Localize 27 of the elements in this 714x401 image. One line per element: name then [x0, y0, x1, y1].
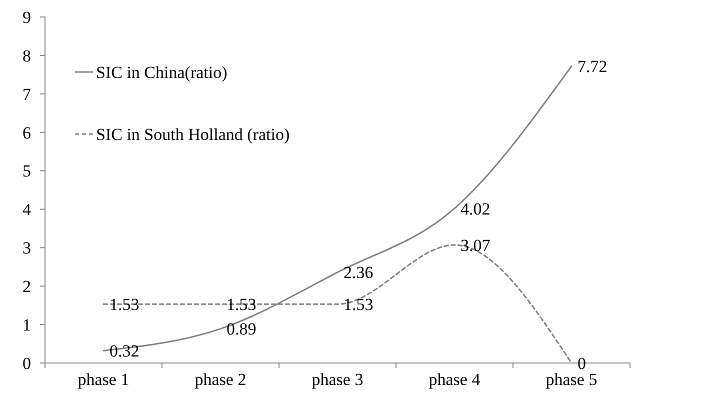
data-label: 1.53: [110, 295, 140, 314]
y-tick-label: 7: [22, 84, 32, 104]
data-label: 4.02: [460, 199, 490, 218]
x-tick-label: phase 5: [546, 370, 598, 389]
data-label: 2.36: [344, 263, 374, 282]
data-label: 0.89: [226, 320, 256, 339]
y-tick-label: 4: [22, 200, 32, 220]
data-label: 0.32: [110, 342, 140, 361]
x-tick-label: phase 4: [428, 370, 481, 389]
y-tick-label: 2: [22, 277, 31, 296]
x-tick-label: phase 3: [312, 370, 364, 389]
legend-label: SIC in South Holland (ratio): [96, 124, 290, 144]
data-label: 1.53: [344, 295, 374, 314]
y-tick-label: 8: [22, 46, 31, 66]
y-tick-label: 6: [22, 123, 31, 142]
x-tick-label: phase 2: [194, 370, 246, 389]
y-tick-label: 3: [22, 238, 31, 258]
y-tick-label: 0: [22, 354, 31, 373]
data-label: 0: [578, 354, 586, 373]
data-label: 7.72: [578, 57, 608, 76]
y-tick-label: 9: [22, 8, 31, 27]
y-tick-label: 5: [22, 162, 31, 181]
y-tick-label: 1: [22, 316, 31, 335]
legend-label: SIC in China(ratio): [96, 62, 228, 82]
x-tick-label: phase 1: [78, 370, 130, 389]
data-label: 1.53: [226, 295, 256, 314]
data-label: 3.07: [460, 236, 491, 255]
